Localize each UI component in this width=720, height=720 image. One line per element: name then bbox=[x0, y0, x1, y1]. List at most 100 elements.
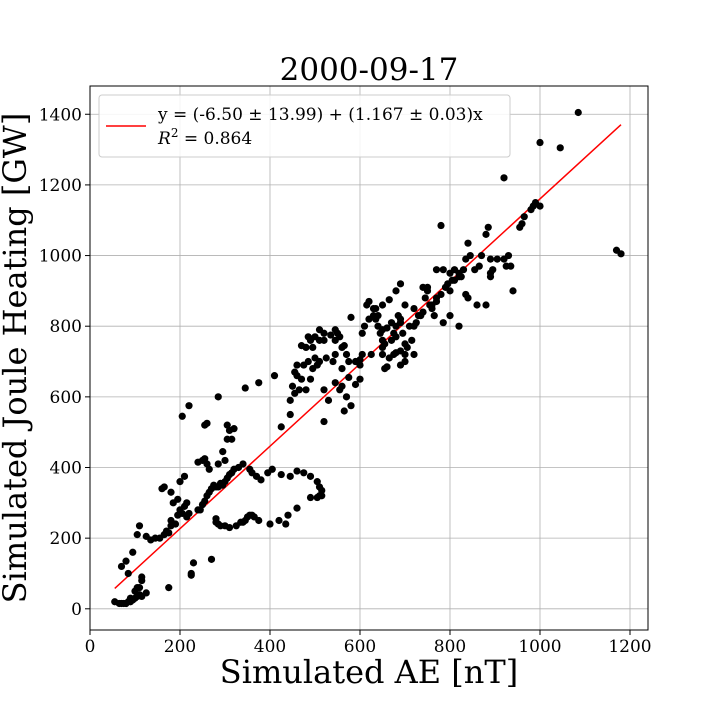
data-point bbox=[383, 324, 391, 332]
y-tick-label: 1400 bbox=[39, 105, 82, 125]
data-point bbox=[291, 368, 299, 376]
data-point bbox=[504, 251, 513, 260]
data-point bbox=[365, 297, 373, 306]
data-point bbox=[464, 294, 472, 302]
data-point bbox=[351, 357, 360, 366]
data-point bbox=[122, 557, 130, 565]
data-point bbox=[329, 357, 337, 366]
data-point bbox=[340, 407, 348, 415]
data-point bbox=[345, 357, 353, 366]
data-point bbox=[187, 569, 195, 578]
x-tick-label: 1200 bbox=[608, 637, 651, 657]
data-point bbox=[412, 319, 420, 327]
data-point bbox=[410, 350, 418, 359]
data-point bbox=[331, 379, 339, 387]
data-point bbox=[185, 509, 193, 518]
x-tick-label: 0 bbox=[85, 637, 96, 657]
data-point bbox=[446, 269, 454, 277]
data-point bbox=[205, 465, 213, 473]
x-tick-label: 800 bbox=[434, 637, 466, 657]
data-point bbox=[270, 372, 279, 380]
data-point bbox=[241, 384, 249, 392]
data-point bbox=[266, 520, 274, 528]
x-tick-label: 600 bbox=[344, 637, 376, 657]
data-point bbox=[414, 312, 423, 320]
data-point bbox=[133, 531, 141, 539]
data-point bbox=[286, 396, 294, 404]
data-point bbox=[293, 361, 301, 369]
data-point bbox=[367, 350, 375, 359]
data-point bbox=[327, 331, 335, 339]
data-point bbox=[342, 393, 351, 401]
data-point bbox=[486, 269, 495, 277]
data-point bbox=[268, 465, 276, 473]
legend-box bbox=[98, 94, 511, 158]
x-tick-label: 400 bbox=[254, 637, 286, 657]
data-point bbox=[212, 515, 220, 523]
data-point bbox=[295, 386, 303, 394]
data-point bbox=[219, 448, 227, 456]
data-point bbox=[336, 333, 344, 341]
x-tick-label: 1000 bbox=[518, 637, 561, 657]
data-point bbox=[338, 382, 346, 390]
data-point bbox=[142, 589, 150, 597]
data-point bbox=[185, 402, 193, 410]
data-point bbox=[383, 363, 391, 371]
data-point bbox=[405, 322, 414, 330]
data-point bbox=[392, 333, 400, 341]
legend-fit-label: y = (-6.50 ± 13.99) + (1.167 ± 0.03)x bbox=[157, 105, 483, 125]
data-point bbox=[342, 350, 351, 359]
data-point bbox=[347, 402, 355, 410]
data-point bbox=[322, 354, 330, 362]
data-point bbox=[387, 319, 396, 327]
data-point bbox=[228, 435, 236, 443]
data-point bbox=[401, 357, 409, 366]
data-point bbox=[129, 548, 137, 556]
data-point bbox=[293, 504, 301, 512]
data-point bbox=[221, 456, 229, 465]
data-point bbox=[282, 520, 290, 528]
data-point bbox=[293, 467, 301, 475]
data-point bbox=[255, 379, 263, 387]
data-point bbox=[306, 472, 315, 480]
data-point bbox=[396, 319, 405, 327]
data-point bbox=[223, 421, 231, 429]
data-point bbox=[338, 364, 346, 373]
data-point bbox=[509, 287, 517, 295]
data-point bbox=[520, 213, 528, 221]
data-point bbox=[232, 522, 240, 530]
data-point bbox=[214, 393, 222, 401]
data-point bbox=[439, 266, 447, 274]
data-point bbox=[288, 382, 297, 390]
data-point bbox=[482, 230, 490, 238]
data-point bbox=[320, 329, 328, 337]
data-point bbox=[484, 223, 492, 231]
y-tick-label: 200 bbox=[50, 529, 82, 549]
data-point bbox=[378, 350, 387, 359]
data-point bbox=[309, 343, 317, 352]
data-point bbox=[385, 296, 393, 304]
data-point bbox=[475, 262, 483, 270]
data-points bbox=[111, 108, 625, 608]
data-point bbox=[304, 357, 312, 366]
data-point bbox=[401, 350, 409, 359]
data-point bbox=[410, 304, 418, 313]
data-point bbox=[178, 412, 186, 420]
data-point bbox=[392, 349, 400, 357]
data-point bbox=[117, 562, 126, 571]
data-point bbox=[275, 516, 283, 525]
fit-line-group bbox=[114, 124, 622, 589]
y-tick-label: 0 bbox=[71, 600, 82, 620]
data-point bbox=[439, 319, 447, 327]
data-point bbox=[176, 478, 184, 486]
data-point bbox=[536, 202, 544, 210]
data-point bbox=[311, 333, 319, 341]
data-point bbox=[477, 251, 486, 260]
data-point bbox=[446, 287, 454, 295]
legend-r2-label: R2 = 0.864 bbox=[157, 126, 252, 149]
data-point bbox=[345, 373, 353, 382]
data-point bbox=[230, 425, 238, 433]
data-point bbox=[536, 138, 544, 147]
data-point bbox=[257, 476, 265, 484]
data-point bbox=[324, 396, 333, 404]
